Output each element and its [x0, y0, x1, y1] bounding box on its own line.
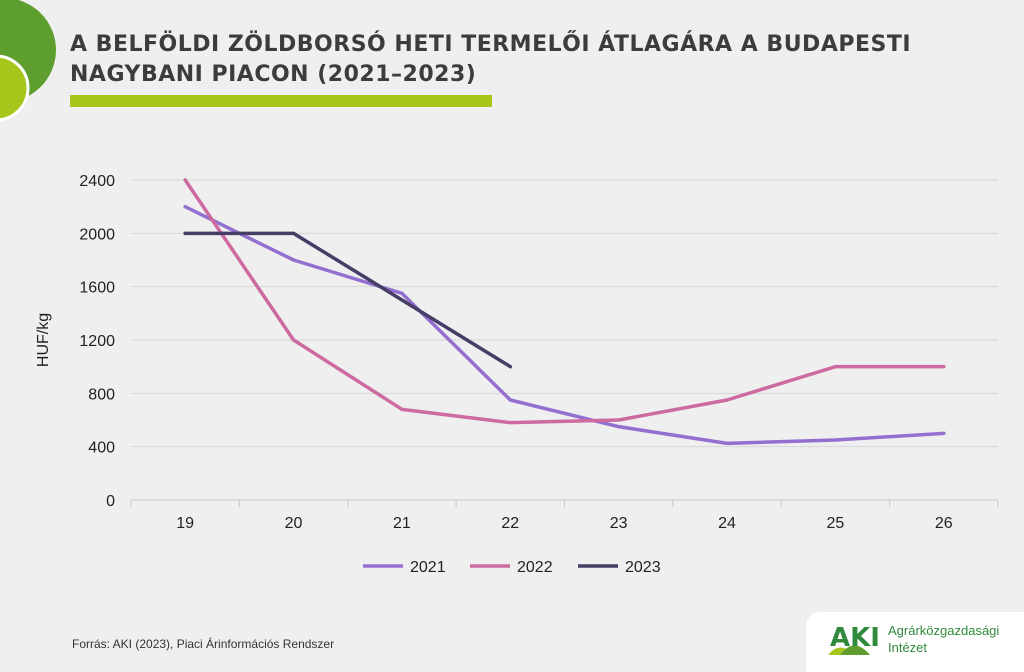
x-tick-label-20: 20: [285, 515, 303, 532]
x-tick-label-24: 24: [718, 515, 736, 532]
chart-legend: 2021 2022 2023: [363, 559, 661, 576]
data-point-2022-21: [400, 407, 404, 411]
y-tick-label-0: 0: [106, 493, 115, 510]
logo-text: Agrárközgazdasági Intézet: [888, 622, 999, 656]
chart-series: [183, 178, 946, 446]
series-line-2022: [183, 178, 946, 425]
data-point-2022-25: [833, 365, 838, 369]
source-note: Forrás: AKI (2023), Piaci Árinformációs …: [72, 637, 335, 651]
small-lime-circle: [0, 54, 30, 122]
legend-label-2021: 2021: [410, 559, 446, 576]
data-point-2021-22: [508, 398, 512, 402]
logo-abbr: AKI: [830, 623, 880, 653]
title-line-2: NAGYBANI PIACON (2021–2023): [70, 62, 477, 87]
logo-line-2: Intézet: [888, 640, 928, 655]
x-tick-label-25: 25: [827, 515, 845, 532]
data-point-2023-21: [400, 298, 404, 302]
chart-grid: [131, 179, 998, 501]
y-tick-label-800: 800: [88, 386, 115, 403]
data-point-2022-20: [291, 338, 296, 342]
data-point-2022-23: [617, 418, 621, 422]
data-point-2021-19: [183, 205, 187, 209]
data-point-2021-23: [617, 425, 621, 429]
data-point-2021-20: [291, 258, 296, 262]
x-tick-label-26: 26: [935, 515, 953, 532]
data-point-2023-22: [508, 365, 512, 369]
data-point-2021-26: [942, 431, 946, 435]
y-tick-label-400: 400: [88, 440, 115, 457]
y-tick-label-1200: 1200: [79, 333, 115, 350]
corner-circles-decoration: [0, 0, 56, 122]
y-axis-label: HUF/kg: [35, 313, 52, 367]
title-underline-bar: [70, 95, 492, 107]
data-point-2021-24: [725, 441, 729, 445]
chart-axes: 0 400 800 1200 1600 2000 2400 19 20 21 22 23 24 25 26 H…: [35, 173, 999, 532]
title-line-1: A BELFÖLDI ZÖLDBORSÓ HETI TERMELŐI ÁTLAG…: [70, 32, 912, 57]
x-tick-label-22: 22: [501, 515, 519, 532]
data-point-2021-21: [400, 291, 404, 295]
legend-label-2023: 2023: [625, 559, 661, 576]
aki-logo-icon: AKI: [828, 623, 880, 655]
data-point-2023-20: [291, 231, 296, 235]
logo-panel: [806, 612, 1024, 672]
y-tick-label-1600: 1600: [79, 280, 115, 297]
x-tick-label-21: 21: [393, 515, 411, 532]
y-tick-label-2400: 2400: [79, 173, 115, 190]
x-tick-label-19: 19: [176, 515, 194, 532]
x-tick-label-23: 23: [610, 515, 628, 532]
data-point-2021-25: [833, 438, 838, 442]
data-point-2022-26: [942, 365, 946, 369]
series-line-2021: [183, 204, 946, 446]
data-point-2022-24: [725, 398, 729, 402]
page-title: A BELFÖLDI ZÖLDBORSÓ HETI TERMELŐI ÁTLAG…: [70, 30, 970, 90]
series-line-2023: [183, 231, 513, 369]
data-point-2022-22: [508, 421, 512, 425]
y-tick-label-2000: 2000: [79, 226, 115, 243]
data-point-2023-19: [183, 231, 187, 235]
data-point-2022-19: [183, 178, 187, 182]
legend-label-2022: 2022: [517, 559, 553, 576]
logo-line-1: Agrárközgazdasági: [888, 623, 1000, 638]
